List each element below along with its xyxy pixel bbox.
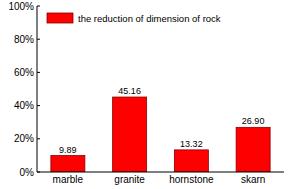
y-tick-label: 100%: [8, 1, 34, 12]
legend-label: the reduction of dimension of rock: [78, 13, 221, 24]
x-axis: [37, 172, 284, 173]
bar: [113, 97, 147, 172]
bar: [236, 127, 270, 172]
bar: [51, 156, 85, 172]
data-label: 45.16: [118, 86, 141, 96]
y-axis: [37, 6, 38, 172]
y-tick-label: 80%: [14, 34, 34, 45]
x-tick-label: marble: [53, 174, 84, 185]
bar: [174, 150, 208, 172]
y-tick-label: 20%: [14, 133, 34, 144]
chart: 0% 20% 40% 60% 80% 100% 9.89 45.16 13.32 26.90 mar…: [0, 0, 288, 189]
legend: the reduction of dimension of rock: [47, 13, 221, 24]
x-tick-label: skarn: [241, 174, 265, 185]
bars: [51, 97, 270, 172]
x-tick-label: hornstone: [169, 174, 214, 185]
y-tick-label: 0%: [20, 167, 35, 178]
y-tick-label: 40%: [14, 100, 34, 111]
x-tick-label: granite: [114, 174, 145, 185]
legend-swatch: [47, 13, 73, 23]
data-label: 9.89: [59, 145, 77, 155]
data-label: 26.90: [242, 116, 265, 126]
y-tick-label: 60%: [14, 67, 34, 78]
data-label: 13.32: [180, 139, 203, 149]
